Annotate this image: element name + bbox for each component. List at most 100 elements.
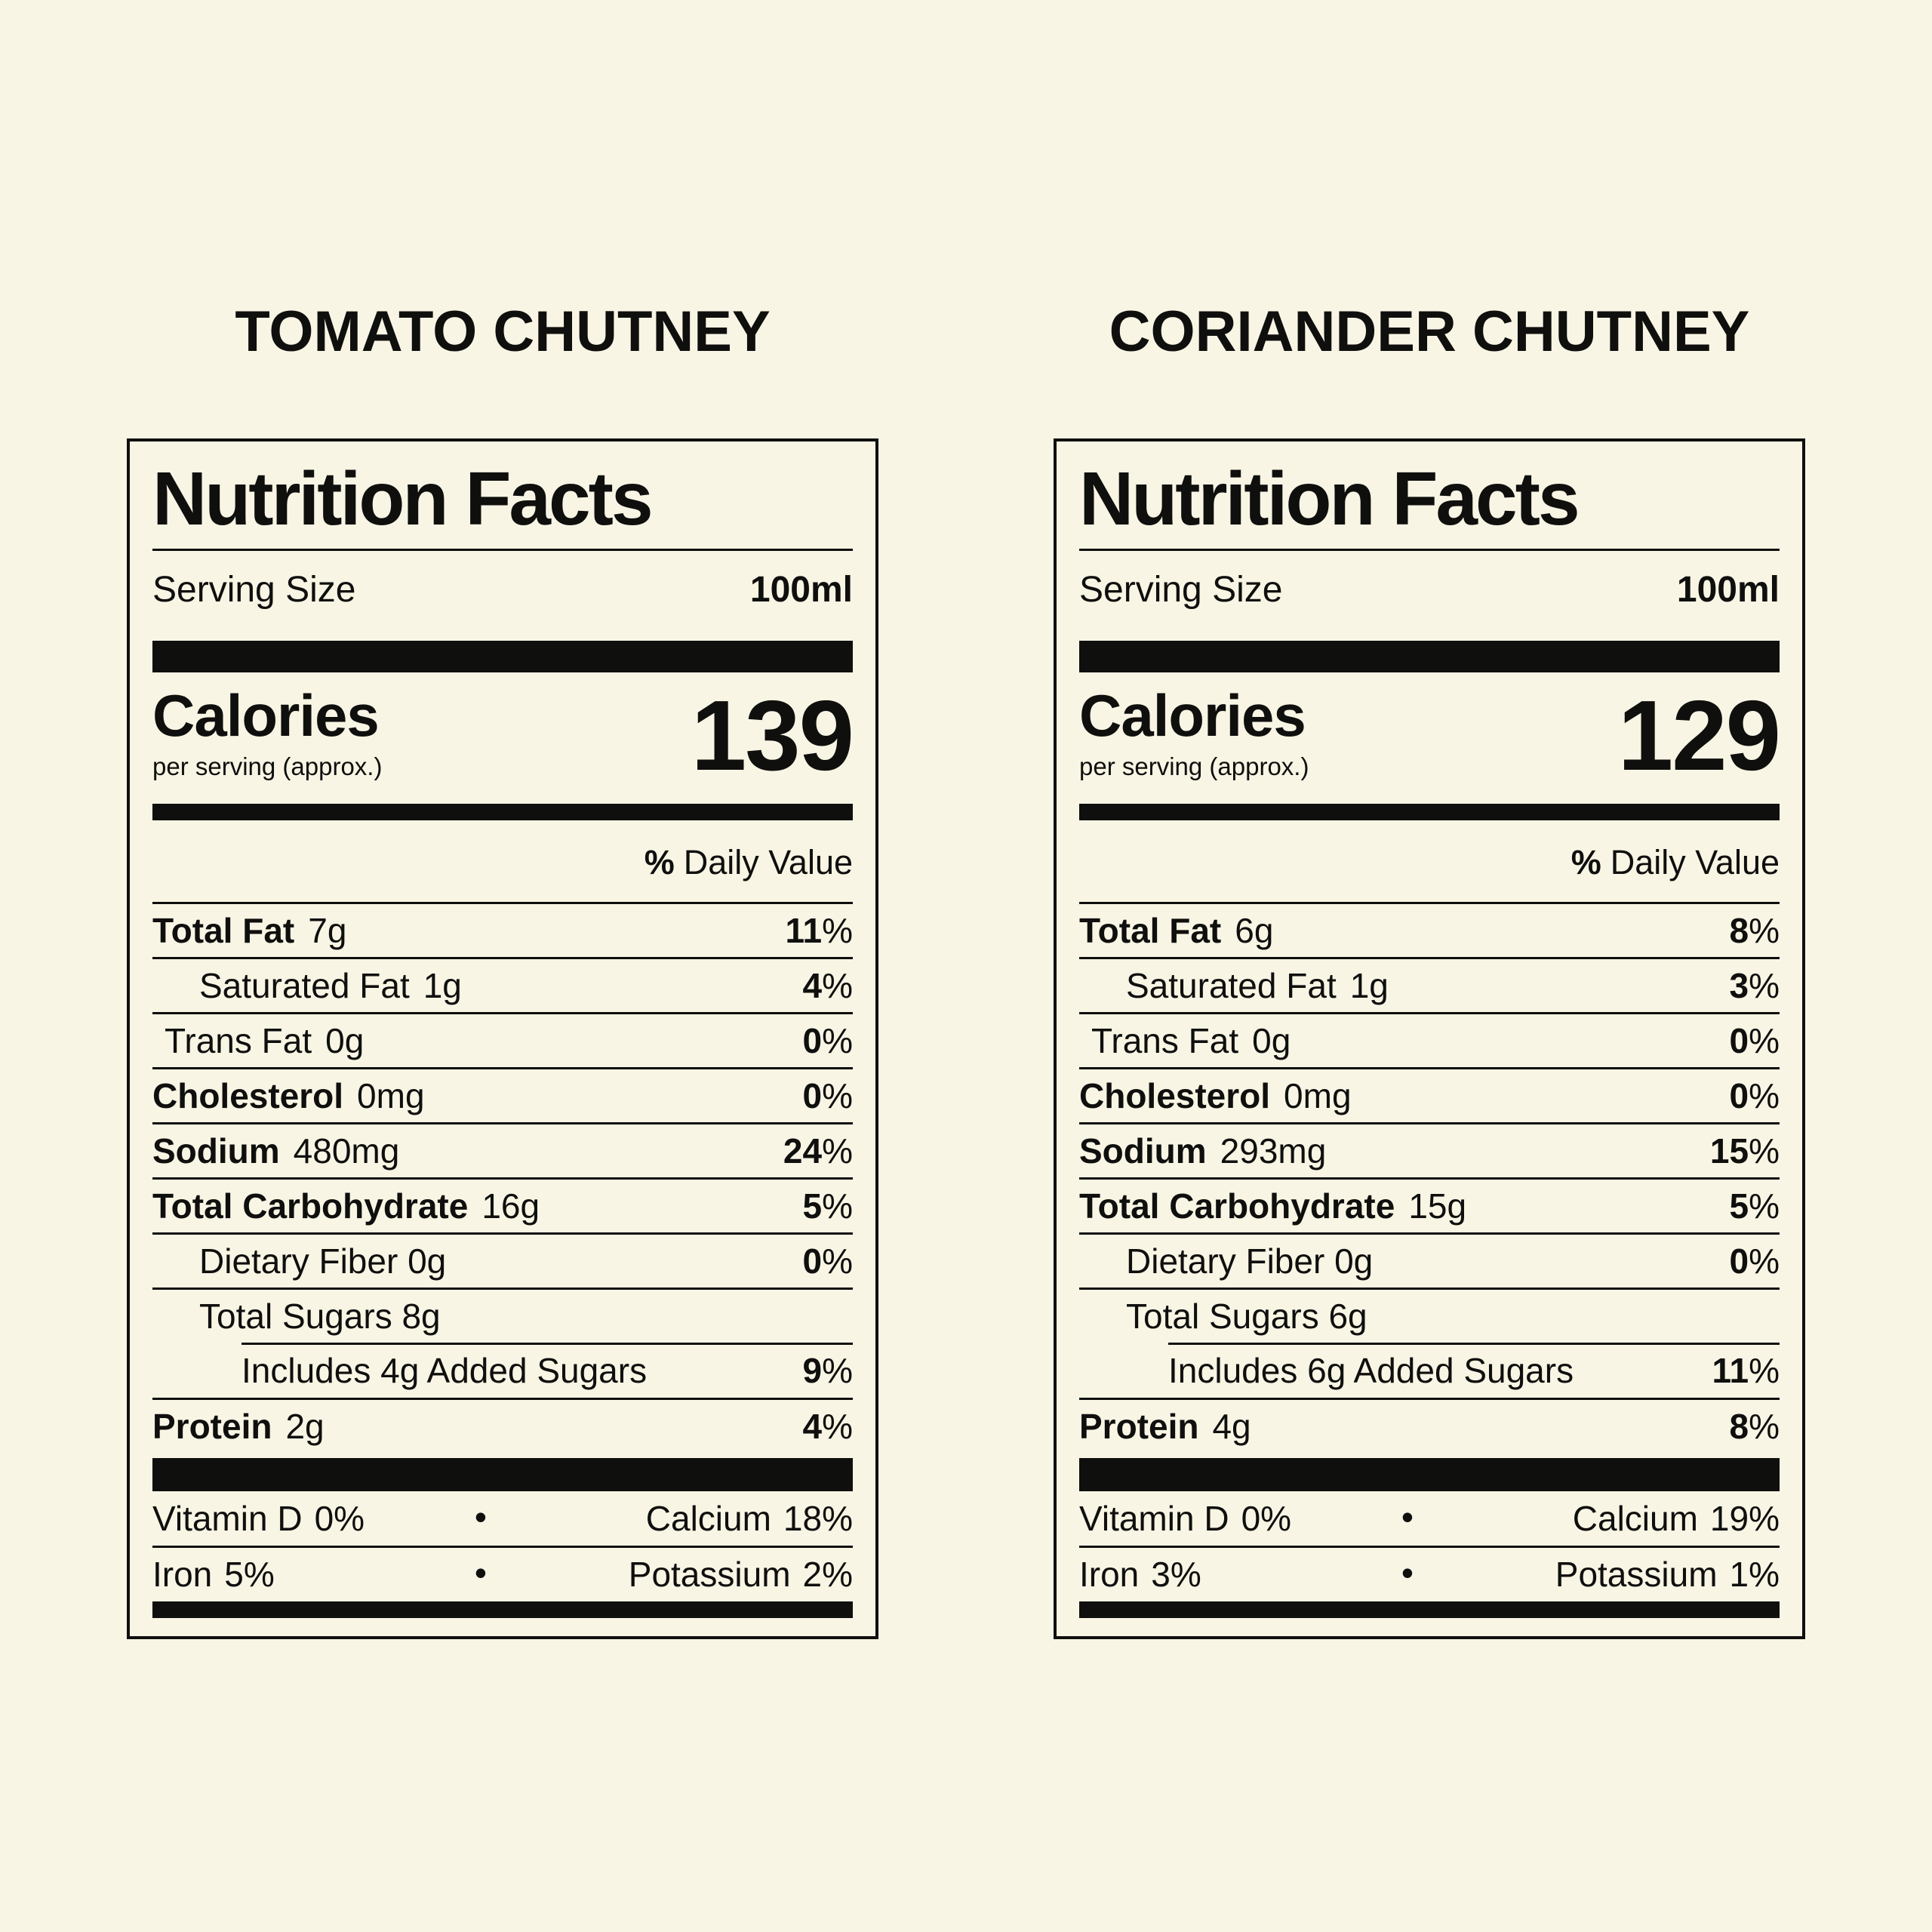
- daily-value-number: 3: [1729, 966, 1749, 1005]
- micronutrient-row: Vitamin D 0% • Calcium 19%: [1079, 1491, 1780, 1546]
- daily-value-text: Daily Value: [683, 843, 853, 881]
- nutrient-row-right: 0%: [1730, 1020, 1780, 1061]
- nutrient-row: Total Carbohydrate 16g 5%: [152, 1177, 853, 1232]
- daily-value-number: 4: [802, 966, 823, 1005]
- nutrient-row-left: Trans Fat 0g: [1079, 1020, 1291, 1061]
- daily-value-number: 9: [802, 1350, 823, 1390]
- nutrient-name: Cholesterol: [152, 1076, 344, 1115]
- daily-value-number: 5: [802, 1186, 823, 1226]
- micro-left-value: 0%: [1241, 1499, 1292, 1538]
- nutrient-amount: 293mg: [1220, 1131, 1327, 1171]
- micronutrient-row: Iron 5% • Potassium 2%: [152, 1546, 853, 1600]
- nutrient-row-right: 0%: [1730, 1075, 1780, 1116]
- nutrient-amount: 0g: [325, 1021, 365, 1060]
- nutrient-row-right: 5%: [803, 1186, 854, 1226]
- nutrient-row: Trans Fat 0g 0%: [152, 1012, 853, 1067]
- nutrient-row-right: 0%: [803, 1075, 854, 1116]
- nutrient-row-left: Saturated Fat 1g: [152, 965, 462, 1006]
- nutrient-row: Saturated Fat 1g 3%: [1079, 957, 1780, 1012]
- nutrient-name: Cholesterol: [1079, 1076, 1271, 1115]
- nutrient-row: Total Sugars 6g: [1079, 1287, 1780, 1343]
- percent-sign: %: [1571, 843, 1601, 881]
- nutrient-amount: 0g: [1252, 1021, 1291, 1060]
- serving-size-row: Serving Size 100ml: [152, 569, 853, 611]
- nutrient-row: Includes 6g Added Sugars 11%: [1079, 1343, 1780, 1398]
- nutrient-amount: 480mg: [293, 1131, 400, 1171]
- calories-sublabel: per serving (approx.): [1079, 752, 1309, 780]
- bullet-dot: •: [1401, 1497, 1414, 1537]
- daily-value-number: 0: [802, 1021, 823, 1060]
- bottom-bar: [152, 1601, 853, 1618]
- daily-value-text: Daily Value: [1610, 843, 1780, 881]
- nutrient-row-right: 11%: [785, 910, 853, 951]
- nutrient-name: Total Carbohydrate: [152, 1186, 469, 1226]
- calories-sublabel: per serving (approx.): [152, 752, 383, 780]
- medium-separator-bar: [1079, 804, 1780, 820]
- nutrient-amount: 7g: [308, 911, 347, 950]
- daily-value-number: 15: [1709, 1131, 1749, 1171]
- nutrient-amount: 16g: [481, 1186, 540, 1226]
- daily-value-number: 5: [1729, 1186, 1749, 1226]
- calories-block: Calories per serving (approx.): [1079, 686, 1309, 781]
- nutrient-row-right: 5%: [1730, 1186, 1780, 1226]
- nutrient-row-right: 3%: [1730, 965, 1780, 1006]
- daily-value-percent-sign: %: [1749, 1186, 1780, 1226]
- nutrient-name: Saturated Fat: [199, 966, 410, 1005]
- nutrient-name: Includes 4g Added Sugars: [242, 1350, 648, 1390]
- micro-left: Iron 3%: [1079, 1554, 1201, 1595]
- serving-size-value: 100ml: [749, 570, 853, 610]
- micro-left-name: Vitamin D: [1079, 1499, 1229, 1538]
- nutrient-name: Total Fat: [1079, 911, 1222, 950]
- nutrient-row-left: Protein 2g: [152, 1406, 325, 1447]
- nutrient-row: Total Fat 7g 11%: [152, 902, 853, 957]
- nutrient-row-left: Sodium 480mg: [152, 1131, 399, 1171]
- medium-separator-bar: [152, 804, 853, 820]
- micro-right: Potassium 2%: [629, 1554, 853, 1595]
- nutrient-amount: 15g: [1408, 1186, 1467, 1226]
- micro-right-value: 18%: [783, 1499, 853, 1538]
- nutrient-row-right: 24%: [783, 1131, 853, 1171]
- heading-divider: [1079, 549, 1780, 551]
- nutrient-amount: 1g: [423, 966, 462, 1005]
- nutrient-row: Trans Fat 0g 0%: [1079, 1012, 1780, 1067]
- micro-right-name: Calcium: [1572, 1499, 1698, 1538]
- daily-value-percent-sign: %: [1749, 1076, 1780, 1115]
- thick-separator-bar: [1079, 641, 1780, 672]
- nutrient-row-right: 8%: [1730, 910, 1780, 951]
- daily-value-number: 11: [1712, 1350, 1749, 1390]
- nutrient-amount: 1g: [1349, 966, 1389, 1005]
- daily-value-percent-sign: %: [822, 1241, 853, 1281]
- micro-left-name: Vitamin D: [152, 1499, 303, 1538]
- micro-right-value: 2%: [802, 1554, 853, 1594]
- daily-value-number: 8: [1729, 911, 1749, 950]
- nutrition-label-coriander: Nutrition Facts Serving Size 100ml Calor…: [1054, 438, 1805, 1639]
- daily-value-percent-sign: %: [822, 1131, 853, 1171]
- daily-value-percent-sign: %: [1749, 1021, 1780, 1060]
- nutrient-row-left: Includes 4g Added Sugars: [152, 1350, 660, 1391]
- serving-size-label: Serving Size: [1079, 570, 1283, 610]
- micro-left-name: Iron: [1079, 1554, 1140, 1594]
- nutrient-row-left: Total Carbohydrate 15g: [1079, 1186, 1466, 1226]
- nutrient-rows: Total Fat 7g 11% Saturated Fat 1g 4% Trans…: [152, 902, 853, 1453]
- daily-value-percent-sign: %: [1749, 1407, 1780, 1446]
- micronutrient-rows: Vitamin D 0% • Calcium 18% Iron 5% • Potass…: [152, 1491, 853, 1600]
- nutrition-facts-heading: Nutrition Facts: [152, 457, 654, 541]
- nutrient-row-right: 4%: [803, 1406, 854, 1447]
- micro-right: Calcium 19%: [1573, 1498, 1780, 1539]
- calories-row: Calories per serving (approx.) 139: [152, 686, 854, 798]
- nutrient-row: Sodium 293mg 15%: [1079, 1122, 1780, 1177]
- daily-value-percent-sign: %: [822, 1350, 853, 1390]
- nutrient-name: Sodium: [1079, 1131, 1207, 1171]
- micronutrient-row: Vitamin D 0% • Calcium 18%: [152, 1491, 853, 1546]
- nutrient-row-right: 0%: [803, 1020, 854, 1061]
- nutrient-amount: 0mg: [1284, 1076, 1352, 1115]
- nutrient-name: Trans Fat: [165, 1021, 312, 1060]
- nutrient-name: Sodium: [152, 1131, 280, 1171]
- nutrient-name: Saturated Fat: [1126, 966, 1337, 1005]
- micro-right: Calcium 18%: [646, 1498, 853, 1539]
- nutrient-name: Total Carbohydrate: [1079, 1186, 1395, 1226]
- nutrient-row-right: 8%: [1730, 1406, 1780, 1447]
- micro-left-value: 0%: [314, 1499, 365, 1538]
- micro-left: Vitamin D 0%: [152, 1498, 365, 1539]
- nutrient-row-right: 9%: [803, 1350, 854, 1391]
